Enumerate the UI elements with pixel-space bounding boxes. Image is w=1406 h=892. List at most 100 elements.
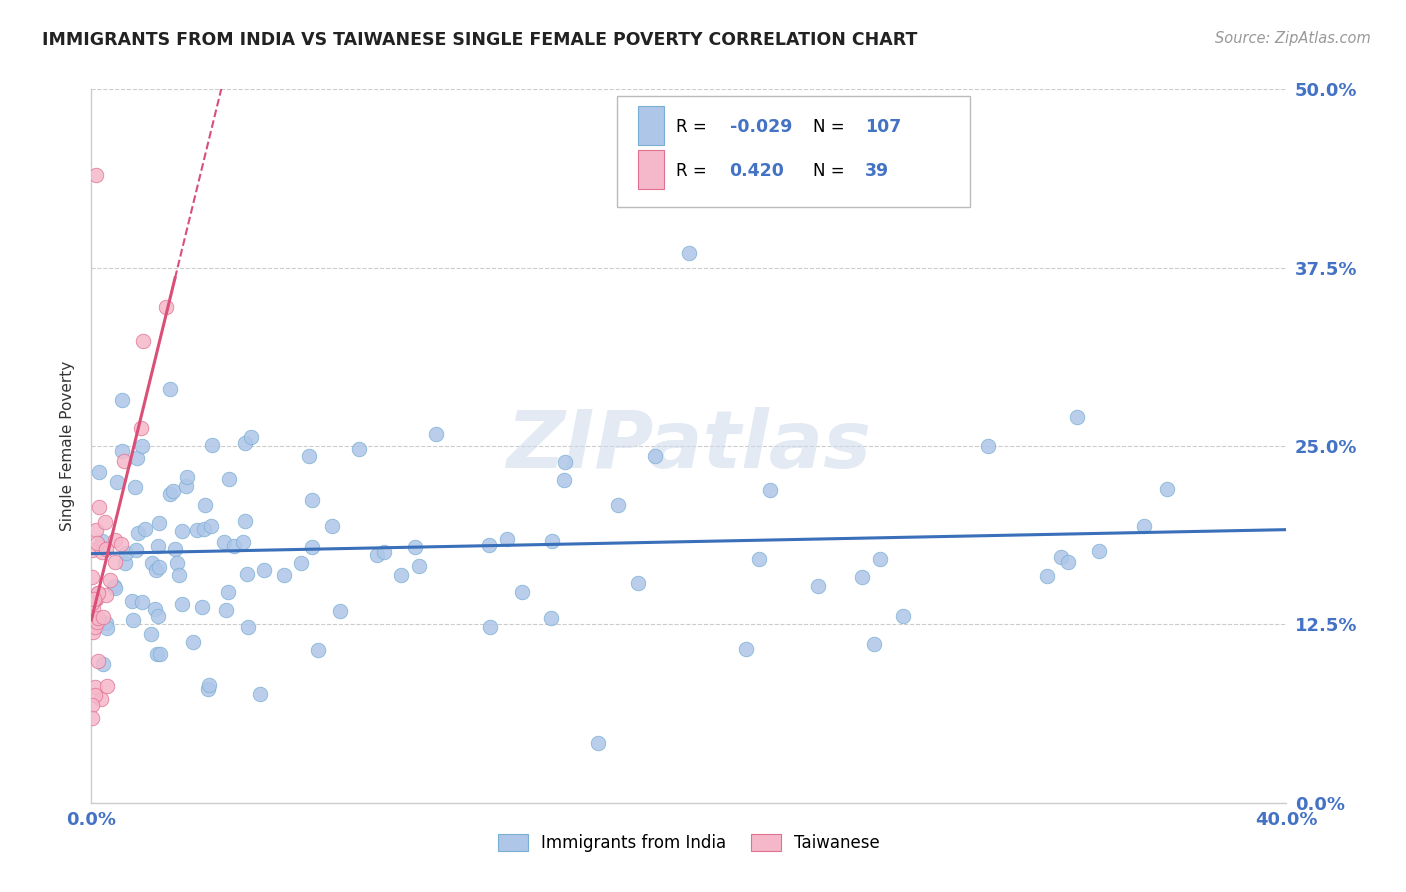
Point	[145, 602, 167, 616]
Point	[240, 430, 263, 444]
Point	[759, 483, 782, 497]
Text: R =: R =	[676, 162, 717, 180]
Point	[115, 546, 138, 560]
Point	[127, 526, 149, 541]
Text: 39: 39	[865, 162, 889, 180]
Point	[87, 655, 110, 669]
Point	[82, 698, 104, 713]
Point	[193, 522, 215, 536]
Point	[122, 613, 145, 627]
Point	[273, 567, 295, 582]
Point	[191, 600, 214, 615]
Point	[89, 500, 111, 514]
Point	[163, 541, 186, 556]
Point	[181, 635, 204, 649]
Point	[170, 524, 193, 538]
Point	[96, 679, 118, 693]
Point	[212, 534, 235, 549]
Text: -0.029: -0.029	[730, 118, 792, 136]
Point	[103, 579, 125, 593]
Point	[644, 449, 666, 463]
Point	[1066, 410, 1088, 425]
Point	[496, 532, 519, 546]
Point	[1156, 482, 1178, 496]
Point	[86, 523, 108, 537]
Point	[83, 681, 105, 695]
Point	[172, 597, 194, 611]
Point	[678, 246, 700, 260]
Point	[83, 591, 105, 606]
Point	[807, 579, 830, 593]
Point	[86, 535, 108, 549]
Point	[298, 449, 321, 463]
Point	[146, 647, 169, 661]
Point	[735, 641, 758, 656]
Point	[149, 647, 172, 661]
Point	[366, 548, 388, 562]
Point	[90, 544, 112, 558]
Point	[87, 465, 110, 479]
Point	[104, 581, 127, 595]
Point	[87, 586, 110, 600]
Point	[253, 563, 276, 577]
Point	[236, 620, 259, 634]
Point	[125, 542, 148, 557]
Point	[82, 711, 104, 725]
Point	[148, 560, 170, 574]
Point	[862, 637, 884, 651]
Point	[166, 556, 188, 570]
Point	[98, 574, 121, 588]
Point	[124, 480, 146, 494]
Point	[121, 593, 143, 607]
Point	[1133, 519, 1156, 533]
Point	[84, 592, 107, 607]
Point	[155, 300, 177, 314]
Point	[176, 470, 198, 484]
Point	[321, 519, 343, 533]
Point	[214, 603, 236, 617]
Text: R =: R =	[676, 118, 711, 136]
Point	[94, 515, 117, 529]
Point	[540, 611, 562, 625]
Point	[131, 439, 153, 453]
Point	[146, 609, 169, 624]
Point	[91, 657, 114, 671]
Point	[84, 620, 107, 634]
Point	[425, 426, 447, 441]
Point	[82, 543, 104, 558]
Point	[96, 541, 118, 556]
Point	[307, 642, 329, 657]
FancyBboxPatch shape	[637, 150, 664, 189]
Point	[87, 610, 110, 624]
Point	[748, 551, 770, 566]
Point	[159, 487, 181, 501]
Point	[301, 540, 323, 554]
Point	[301, 493, 323, 508]
Point	[86, 586, 108, 600]
FancyBboxPatch shape	[617, 96, 970, 207]
Text: ZIPatlas: ZIPatlas	[506, 407, 872, 485]
Point	[86, 615, 108, 629]
FancyBboxPatch shape	[637, 105, 664, 145]
Point	[510, 585, 533, 599]
Point	[96, 588, 118, 602]
Point	[83, 591, 105, 606]
Point	[478, 538, 501, 552]
Point	[347, 442, 370, 456]
Point	[893, 609, 915, 624]
Point	[110, 537, 132, 551]
Point	[125, 450, 148, 465]
Point	[553, 473, 575, 487]
Point	[197, 678, 219, 692]
Point	[222, 539, 245, 553]
Point	[146, 539, 169, 553]
Point	[89, 540, 111, 554]
Point	[218, 472, 240, 486]
Point	[1057, 555, 1080, 569]
Point	[1036, 569, 1059, 583]
Point	[90, 533, 112, 548]
Point	[541, 534, 564, 549]
Point	[290, 556, 312, 570]
Point	[148, 516, 170, 530]
Point	[197, 682, 219, 697]
